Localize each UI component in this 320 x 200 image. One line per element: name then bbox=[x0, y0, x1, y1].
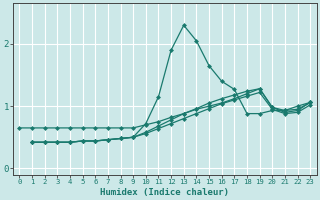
X-axis label: Humidex (Indice chaleur): Humidex (Indice chaleur) bbox=[100, 188, 229, 197]
